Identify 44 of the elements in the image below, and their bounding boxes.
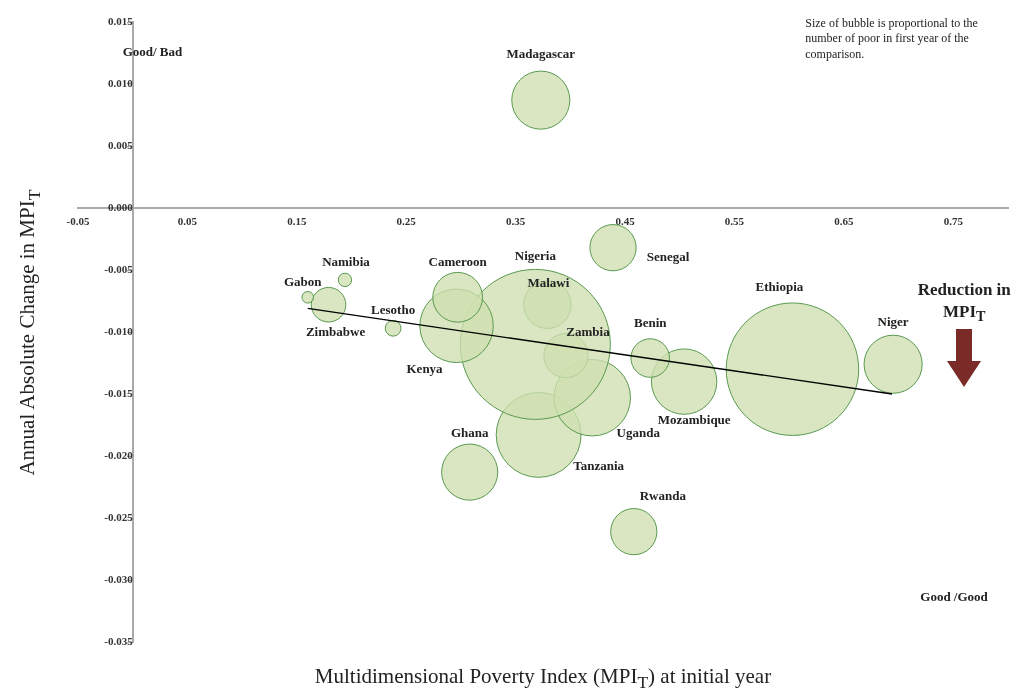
y-tick-label: -0.025 xyxy=(104,510,134,523)
series-label: Ghana xyxy=(450,425,489,441)
x-tick-label: 0.15 xyxy=(287,215,307,228)
series-label: Rwanda xyxy=(639,488,687,503)
x-tick-label: 0.05 xyxy=(177,215,198,228)
series-label: Mozambique xyxy=(657,411,731,427)
series-label: Madagascar xyxy=(506,46,576,62)
series-label: Senegal xyxy=(646,249,690,265)
annotation: Good/ Bad xyxy=(122,43,183,61)
x-tick-label: 0.65 xyxy=(834,215,855,228)
y-tick-label: -0.020 xyxy=(104,448,134,461)
series-label: Namibia xyxy=(322,254,371,270)
series-label: Benin xyxy=(633,315,668,331)
series-label: Zimbabwe xyxy=(305,324,366,340)
x-tick-label: 0.25 xyxy=(396,215,417,228)
series-label: Gabon xyxy=(283,273,323,289)
y-tick-label: -0.030 xyxy=(104,572,134,585)
series-label: Ethiopia xyxy=(755,278,804,294)
series-label: Kenya xyxy=(406,361,444,377)
x-tick-label: -0.05 xyxy=(66,215,90,228)
y-tick-label: -0.010 xyxy=(104,324,134,337)
x-axis-title: Multidimensional Poverty Index (MPI$_{T}$) at initial year xyxy=(313,664,773,694)
series-label: Zambia xyxy=(566,323,611,339)
y-tick-label: -0.015 xyxy=(104,386,134,399)
x-tick-label: 0.55 xyxy=(724,215,745,228)
series-label: Niger xyxy=(877,313,909,329)
annotation: Good /Good xyxy=(920,589,988,607)
series-label: Nigeria xyxy=(514,247,557,263)
y-tick-label: -0.035 xyxy=(104,634,134,647)
annotation: Size of bubble is proportional to the number of poor in first year of the comparison. xyxy=(805,15,979,63)
series-label: Tanzania xyxy=(573,458,625,474)
y-tick-label: 0.015 xyxy=(107,14,134,27)
annotation: Reduction in MPI$_{T}$ xyxy=(917,280,1011,325)
series-label: Cameroon xyxy=(428,253,488,269)
y-tick-label: 0.010 xyxy=(107,76,134,89)
x-tick-label: 0.45 xyxy=(615,215,636,228)
x-tick-label: 0.35 xyxy=(506,215,526,228)
y-tick-label: 0.005 xyxy=(107,138,134,151)
y-tick-label: 0.000 xyxy=(107,200,134,213)
x-tick-label: 0.75 xyxy=(943,215,964,228)
y-tick-label: -0.005 xyxy=(104,262,134,275)
series-label: Uganda xyxy=(616,425,661,441)
series-label: Lesotho xyxy=(371,301,416,317)
series-label: Malawi xyxy=(527,275,570,291)
